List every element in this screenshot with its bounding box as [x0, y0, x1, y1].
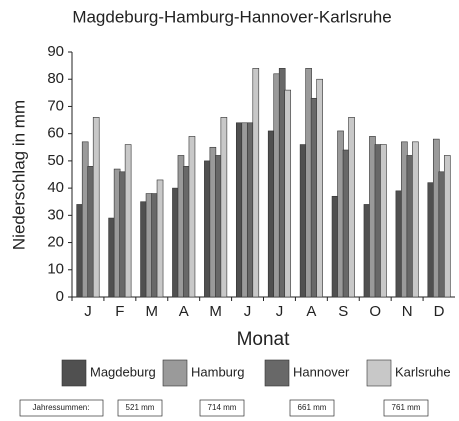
bar: [443, 155, 451, 298]
bar: [204, 160, 211, 298]
bar: [284, 89, 292, 298]
legend-swatch: [366, 359, 392, 387]
x-tick-label: J: [84, 303, 92, 320]
bar: [412, 141, 419, 298]
x-tick-label: M: [209, 303, 222, 320]
bar: [342, 149, 350, 298]
x-axis-label: Monat: [237, 329, 291, 350]
legend-label: Magdeburg: [90, 364, 156, 379]
x-tick-label: J: [244, 303, 252, 320]
y-tick-label: 10: [47, 261, 64, 278]
y-axis-label: Niederschlag in mm: [9, 100, 28, 250]
total-value: 714 mm: [208, 403, 237, 412]
bar: [427, 182, 435, 298]
x-tick-label: A: [179, 303, 189, 320]
bar: [145, 193, 153, 298]
legend-label: Hannover: [293, 364, 350, 379]
x-tick-label: A: [306, 303, 316, 320]
bar: [305, 68, 312, 298]
bar: [183, 166, 190, 298]
bar: [310, 97, 318, 298]
bar: [380, 144, 387, 298]
bar: [337, 130, 344, 298]
bar: [215, 155, 222, 298]
y-tick-label: 80: [47, 70, 64, 87]
legend-label: Hamburg: [191, 364, 244, 379]
bar: [81, 141, 89, 298]
total-box: [117, 399, 163, 417]
bar: [316, 78, 323, 298]
bar: [395, 190, 403, 298]
y-tick-label: 70: [47, 97, 64, 114]
x-tick-label: M: [146, 303, 159, 320]
bar: [124, 144, 132, 298]
legend-swatch: [162, 359, 188, 387]
y-tick-label: 50: [47, 152, 64, 169]
bar: [273, 73, 281, 298]
bar: [92, 117, 100, 298]
x-tick-label: J: [276, 303, 284, 320]
bar: [188, 136, 196, 298]
bar: [438, 171, 446, 298]
bar: [209, 146, 217, 298]
bar: [156, 179, 164, 298]
bar: [113, 168, 121, 298]
bar: [406, 155, 414, 298]
total-box: [289, 399, 335, 417]
x-tick-label: F: [115, 303, 124, 320]
bar: [177, 155, 185, 298]
y-tick-label: 90: [47, 43, 64, 60]
bar: [299, 144, 307, 298]
total-value: 661 mm: [298, 403, 327, 412]
bar: [235, 122, 243, 298]
bar: [220, 117, 228, 298]
x-tick-label: S: [338, 303, 348, 320]
bar: [76, 204, 84, 298]
bar: [348, 117, 355, 298]
bar: [87, 166, 95, 298]
y-tick-label: 20: [47, 234, 64, 251]
chart-title: Magdeburg-Hamburg-Hannover-Karlsruhe: [72, 7, 391, 26]
total-value: 521 mm: [126, 403, 155, 412]
bar: [331, 195, 339, 298]
x-tick-label: N: [402, 303, 413, 320]
y-tick-label: 30: [47, 206, 64, 223]
total-box: [383, 399, 429, 417]
bar: [252, 68, 260, 298]
bar: [401, 141, 408, 298]
legend-swatch: [61, 359, 87, 387]
bar: [363, 204, 371, 298]
bar: [369, 136, 376, 298]
legend-swatch: [264, 359, 290, 387]
bar: [140, 201, 147, 298]
total-box: [199, 399, 245, 417]
x-tick-label: O: [369, 303, 381, 320]
bar: [241, 122, 249, 298]
legend-label: Karlsruhe: [395, 364, 451, 379]
y-tick-label: 0: [56, 288, 64, 305]
totals-label: Jahressummen:: [33, 403, 90, 412]
bar: [172, 187, 179, 298]
y-tick-label: 60: [47, 125, 64, 142]
bar: [432, 138, 440, 298]
bar: [246, 122, 254, 298]
bar: [151, 193, 158, 298]
y-tick-label: 40: [47, 179, 64, 196]
bar: [267, 130, 275, 298]
x-tick-label: D: [434, 303, 445, 320]
bar: [108, 217, 115, 298]
totals-label-box: [19, 399, 104, 417]
bar: [278, 68, 286, 298]
bar: [374, 144, 382, 298]
total-value: 761 mm: [392, 403, 421, 412]
bar: [119, 171, 126, 298]
